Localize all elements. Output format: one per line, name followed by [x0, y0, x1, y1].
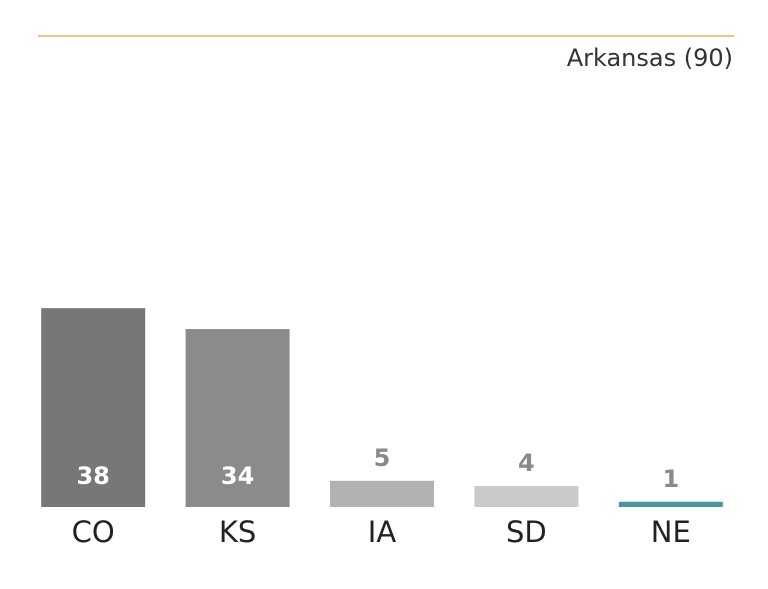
- bar: [474, 486, 579, 507]
- x-tick-label: NE: [651, 515, 691, 549]
- bar: [185, 329, 290, 507]
- reference-label: Arkansas (90): [567, 44, 733, 72]
- value-label: 1: [662, 465, 679, 493]
- x-tick-label: SD: [506, 515, 547, 549]
- bar: [330, 480, 434, 507]
- x-tick-label: KS: [219, 515, 256, 549]
- bar: [618, 501, 723, 507]
- value-label: 4: [518, 449, 535, 477]
- x-tick-label: IA: [368, 515, 397, 549]
- value-label: 34: [221, 462, 254, 490]
- value-label: 38: [76, 462, 109, 490]
- bar: [41, 308, 146, 507]
- x-tick-label: CO: [72, 515, 115, 549]
- value-label: 5: [374, 444, 391, 472]
